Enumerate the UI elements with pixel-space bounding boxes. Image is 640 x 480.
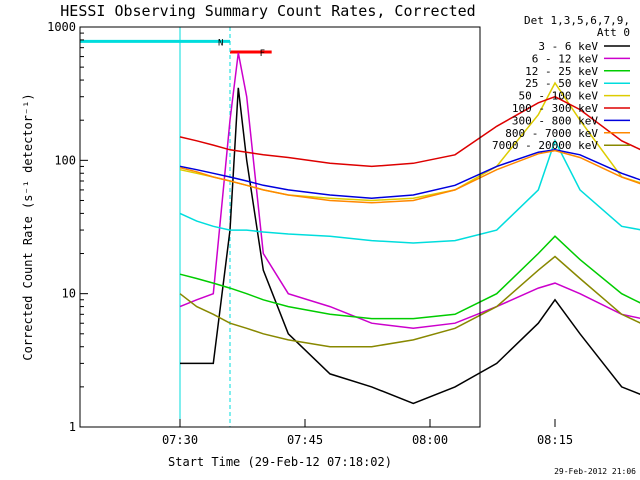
legend-label-5: 100 - 300 keV xyxy=(512,102,598,115)
x-tick-label-2: 08:00 xyxy=(412,433,448,447)
series-line-1 xyxy=(179,52,640,330)
overlay-label-0: N xyxy=(218,38,223,48)
legend-label-1: 6 - 12 keV xyxy=(532,52,599,65)
legend-label-7: 800 - 7000 keV xyxy=(505,127,598,140)
x-tick-label-3: 08:15 xyxy=(537,433,573,447)
plot-frame xyxy=(79,26,481,428)
legend-label-4: 50 - 100 keV xyxy=(519,90,599,103)
chart-title: HESSI Observing Summary Count Rates, Cor… xyxy=(60,2,475,20)
y-tick-label-1: 10 xyxy=(62,287,76,301)
y-tick-label-3: 1000 xyxy=(47,20,76,34)
series-line-0 xyxy=(180,87,640,405)
series-layer xyxy=(179,52,640,405)
timestamp: 29-Feb-2012 21:06 xyxy=(554,467,636,476)
series-line-8 xyxy=(179,255,640,348)
y-tick-label-2: 100 xyxy=(54,153,76,167)
series-line-6 xyxy=(179,149,640,199)
y-axis-label: Corrected Count Rate (s⁻¹ detector⁻¹) xyxy=(21,93,35,360)
series-line-5 xyxy=(179,95,640,168)
legend-label-3: 25 - 50 keV xyxy=(525,77,598,90)
legend-label-6: 300 - 800 keV xyxy=(512,114,598,127)
x-tick-label-0: 07:30 xyxy=(162,433,198,447)
series-line-7 xyxy=(179,149,640,204)
series-line-3 xyxy=(179,138,640,244)
series-line-2 xyxy=(179,235,640,320)
legend-header-1: Att 0 xyxy=(597,26,630,39)
x-axis-label: Start Time (29-Feb-12 07:18:02) xyxy=(168,455,392,469)
legend-label-8: 7000 - 20000 keV xyxy=(492,139,598,152)
overlay-label-2: F xyxy=(260,49,265,59)
legend-label-0: 3 - 6 keV xyxy=(538,40,598,53)
legend-label-2: 12 - 25 keV xyxy=(525,65,598,78)
y-axis: 1 10 100 1000 xyxy=(47,20,88,434)
x-tick-label-1: 07:45 xyxy=(287,433,323,447)
y-tick-label-0: 1 xyxy=(69,420,76,434)
legend-header-0: Det 1,3,5,6,7,9, xyxy=(524,14,630,27)
